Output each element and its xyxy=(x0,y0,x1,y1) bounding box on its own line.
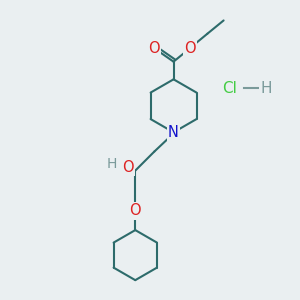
Text: H: H xyxy=(106,157,117,171)
Text: O: O xyxy=(130,203,141,218)
Text: Cl: Cl xyxy=(222,81,237,96)
Text: H: H xyxy=(261,81,272,96)
Text: O: O xyxy=(184,41,196,56)
Text: O: O xyxy=(148,41,160,56)
Text: O: O xyxy=(122,160,134,175)
Text: N: N xyxy=(168,125,179,140)
